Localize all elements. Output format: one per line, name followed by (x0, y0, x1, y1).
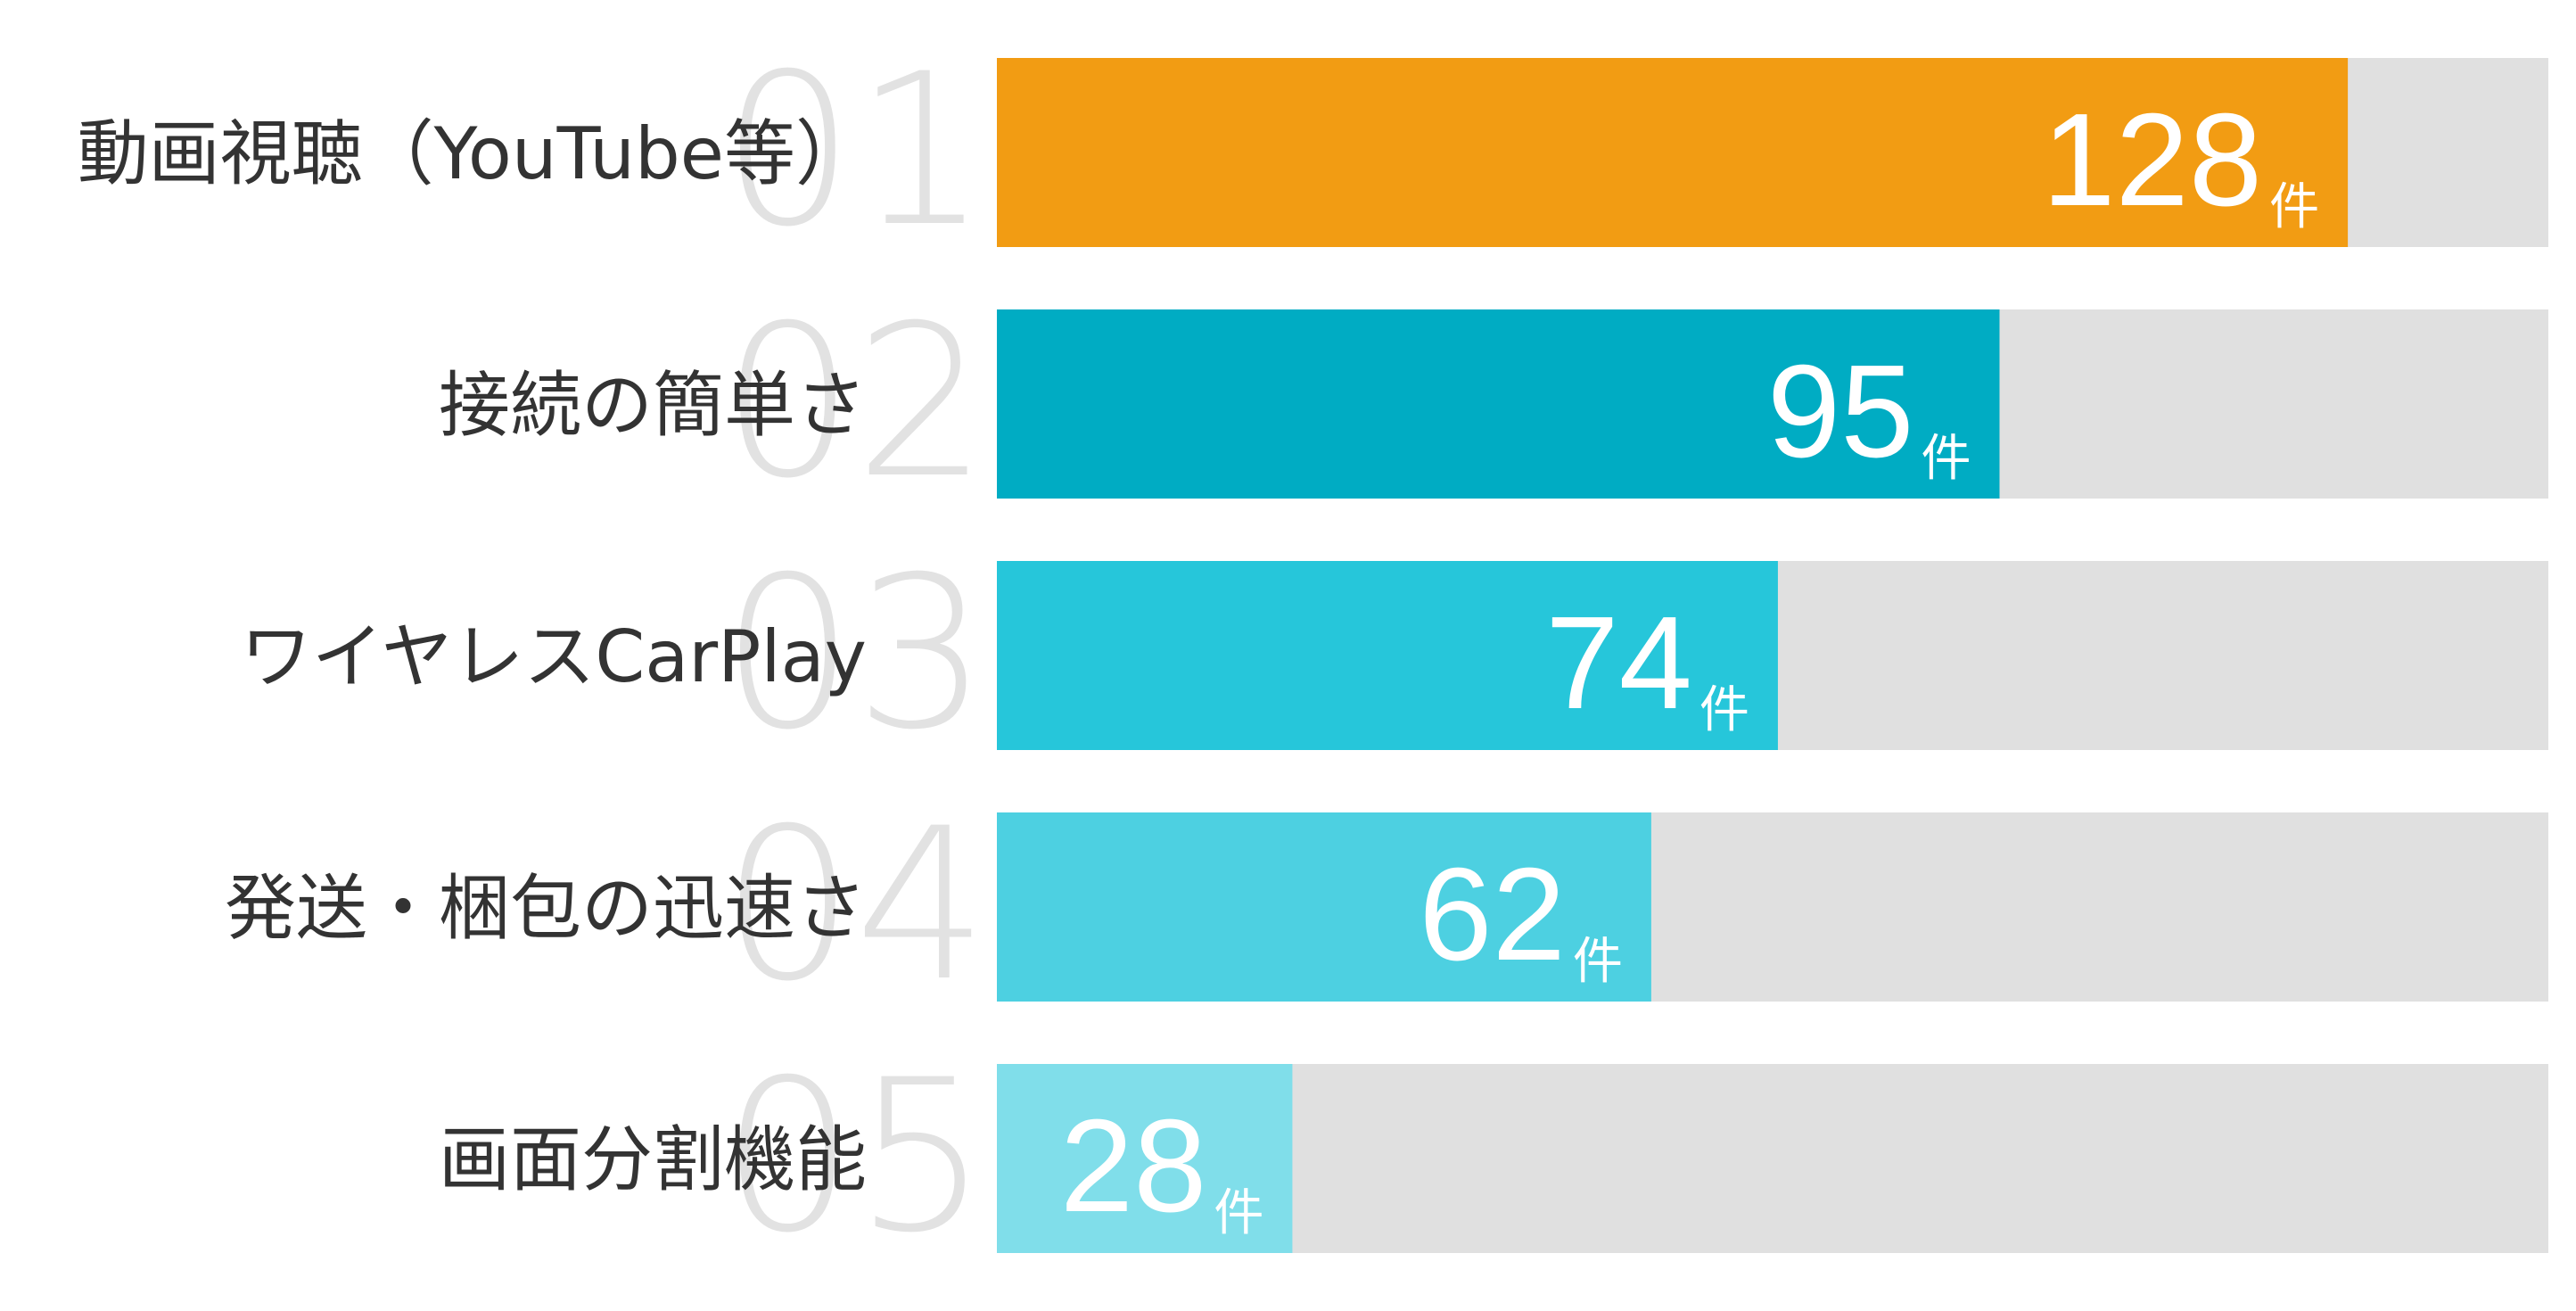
rank-number: 03 (721, 532, 988, 776)
value-label: 128 (2042, 87, 2262, 234)
value-unit: 件 (1214, 1184, 1263, 1242)
bar (997, 812, 1651, 1002)
value-label: 28 (1060, 1092, 1207, 1240)
category-label: ワイヤレスCarPlay (241, 615, 867, 698)
value-unit: 件 (1700, 681, 1749, 739)
category-label: 発送・梱包の迅速さ (225, 867, 867, 950)
bar (997, 561, 1778, 750)
value-unit: 件 (1921, 430, 1971, 488)
value-label: 74 (1545, 590, 1692, 737)
bar (997, 309, 2000, 499)
rank-number: 04 (721, 784, 988, 1027)
bar (997, 58, 2349, 247)
rank-number: 02 (721, 281, 988, 524)
bar (997, 1064, 1293, 1253)
category-label: 接続の簡単さ (439, 364, 867, 447)
category-label: 動画視聴（YouTube等） (78, 112, 867, 195)
rank-number: 05 (721, 1035, 988, 1279)
category-label: 画面分割機能 (439, 1118, 867, 1201)
rank-number: 01 (721, 29, 988, 273)
value-label: 62 (1419, 841, 1566, 988)
value-label: 95 (1767, 338, 1914, 485)
value-unit: 件 (1573, 933, 1623, 991)
value-unit: 件 (2269, 178, 2319, 236)
